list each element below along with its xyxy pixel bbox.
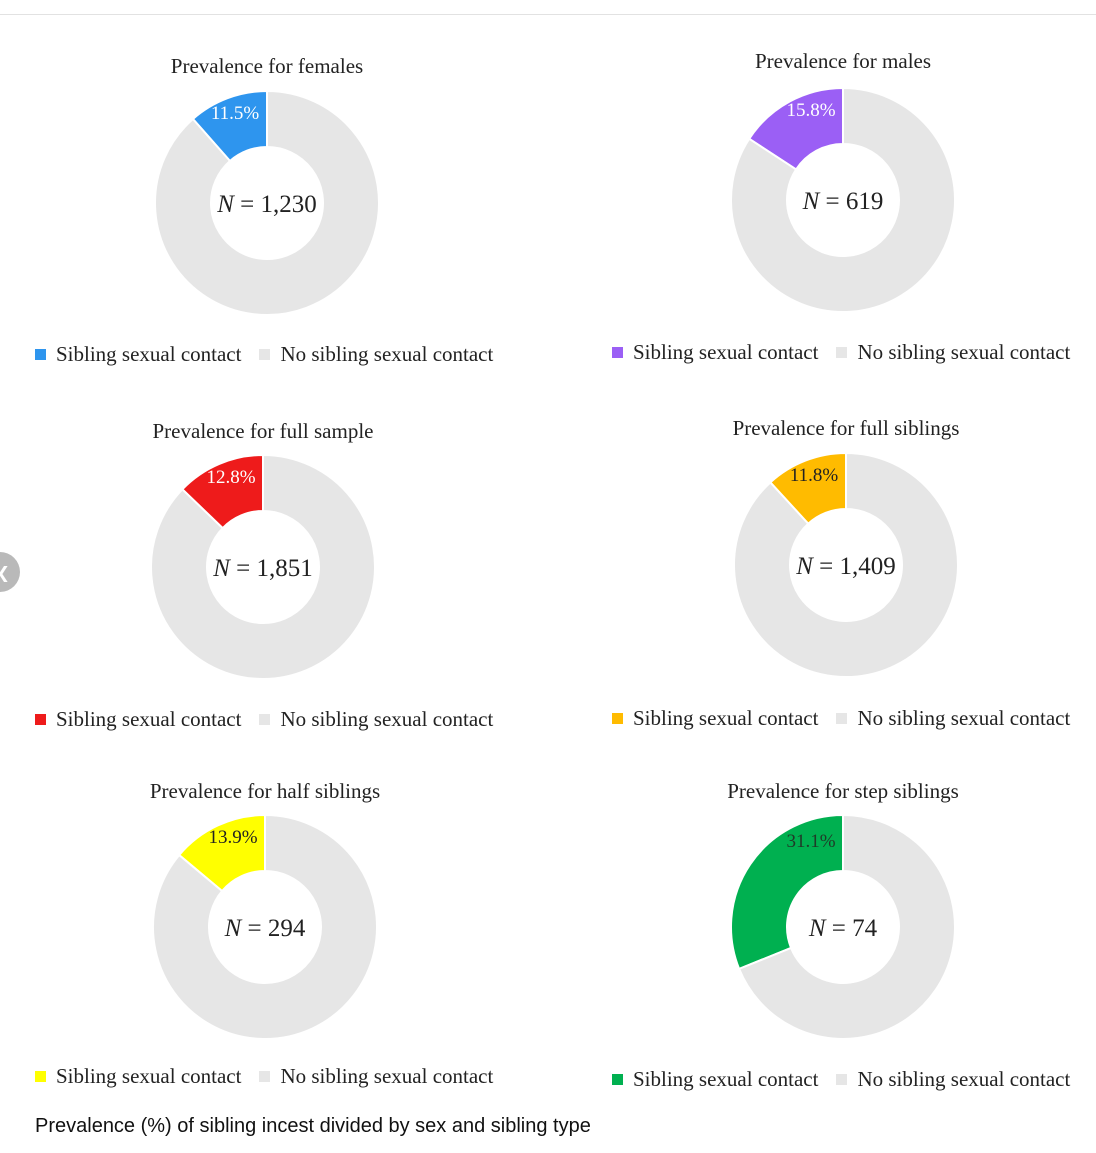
donut-chart: 15.8% N = 619 <box>730 86 956 313</box>
legend-swatch <box>612 347 623 358</box>
legend-item: No sibling sexual contact <box>836 1067 1070 1092</box>
legend-label: No sibling sexual contact <box>280 342 494 366</box>
chart-legend: Sibling sexual contact No sibling sexual … <box>612 340 1088 365</box>
chart-title: Prevalence for females <box>170 54 364 78</box>
legend-item: No sibling sexual contact <box>259 342 493 367</box>
legend-item: Sibling sexual contact <box>35 1064 241 1089</box>
donut-chart-panel: Prevalence for full siblings 11.8% N = 1,4… <box>612 410 1096 760</box>
donut-chart: 11.8% N = 1,409 <box>733 451 959 678</box>
legend-label: Sibling sexual contact <box>56 342 242 366</box>
chart-legend: Sibling sexual contact No sibling sexual … <box>612 706 1088 731</box>
legend-label: No sibling sexual contact <box>280 707 494 731</box>
legend-swatch <box>836 347 848 358</box>
legend-swatch <box>35 1071 46 1082</box>
chart-title: Prevalence for step siblings <box>727 779 959 803</box>
donut-chart-panel: Prevalence for females 11.5% N = 1,230 Sibl… <box>35 50 555 400</box>
legend-swatch <box>259 714 271 725</box>
legend-swatch <box>259 1071 271 1082</box>
legend-label: Sibling sexual contact <box>633 340 819 364</box>
legend-item: Sibling sexual contact <box>612 706 818 731</box>
sample-size-label: N = 1,230 <box>216 191 317 218</box>
legend-label: Sibling sexual contact <box>56 707 242 731</box>
sample-size-label: N = 74 <box>808 915 878 942</box>
donut-chart-panel: Prevalence for step siblings 31.1% N = 74 S… <box>612 775 1096 1125</box>
legend-swatch <box>612 713 623 724</box>
slice-data-label: 11.8% <box>790 465 839 486</box>
chart-title: Prevalence for half siblings <box>149 779 381 803</box>
slice-no-sibling-contact <box>737 813 956 1040</box>
legend-item: No sibling sexual contact <box>836 340 1070 365</box>
legend-label: No sibling sexual contact <box>857 1067 1071 1091</box>
slice-no-sibling-contact <box>150 453 376 680</box>
figure-caption: Prevalence (%) of sibling incest divided… <box>35 1115 591 1137</box>
donut-chart-panel: Prevalence for full sample 12.8% N = 1,851… <box>35 415 555 765</box>
legend-swatch <box>836 1074 848 1085</box>
legend-label: Sibling sexual contact <box>633 1067 819 1091</box>
donut-chart: 13.9% N = 294 <box>152 813 378 1040</box>
chart-legend: Sibling sexual contact No sibling sexual … <box>35 1064 511 1089</box>
donut-chart: 12.8% N = 1,851 <box>150 453 376 680</box>
sample-size-label: N = 619 <box>802 188 884 215</box>
legend-item: No sibling sexual contact <box>259 1064 493 1089</box>
legend-label: No sibling sexual contact <box>857 340 1071 364</box>
top-divider <box>0 14 1096 15</box>
legend-item: No sibling sexual contact <box>259 707 493 732</box>
legend-item: Sibling sexual contact <box>612 1067 818 1092</box>
slice-data-label: 31.1% <box>786 831 835 852</box>
legend-swatch <box>612 1074 623 1085</box>
chart-title: Prevalence for full sample <box>152 419 374 443</box>
legend-swatch <box>259 349 271 360</box>
legend-item: Sibling sexual contact <box>612 340 818 365</box>
slice-no-sibling-contact <box>154 89 380 316</box>
chart-title: Prevalence for full siblings <box>732 416 960 440</box>
chevron-left-icon[interactable]: ❮ <box>0 552 20 592</box>
sample-size-label: N = 1,409 <box>795 553 896 580</box>
slice-no-sibling-contact <box>733 451 959 678</box>
legend-label: Sibling sexual contact <box>56 1064 242 1088</box>
slice-data-label: 12.8% <box>206 467 255 488</box>
legend-item: Sibling sexual contact <box>35 342 241 367</box>
slice-data-label: 11.5% <box>211 103 260 124</box>
sample-size-label: N = 1,851 <box>212 555 313 582</box>
legend-swatch <box>836 713 848 724</box>
legend-item: Sibling sexual contact <box>35 707 241 732</box>
legend-item: No sibling sexual contact <box>836 706 1070 731</box>
donut-chart: 11.5% N = 1,230 <box>154 89 380 316</box>
sample-size-label: N = 294 <box>224 915 306 942</box>
chart-title: Prevalence for males <box>754 49 932 73</box>
slice-data-label: 15.8% <box>786 100 835 121</box>
legend-swatch <box>35 714 46 725</box>
legend-swatch <box>35 349 46 360</box>
slice-data-label: 13.9% <box>208 827 257 848</box>
chart-legend: Sibling sexual contact No sibling sexual … <box>35 707 511 732</box>
slice-no-sibling-contact <box>152 813 378 1040</box>
slice-sibling-contact <box>730 813 844 971</box>
legend-label: No sibling sexual contact <box>857 706 1071 730</box>
donut-chart-panel: Prevalence for half siblings 13.9% N = 294… <box>35 775 555 1125</box>
chart-legend: Sibling sexual contact No sibling sexual … <box>35 342 511 367</box>
legend-label: No sibling sexual contact <box>280 1064 494 1088</box>
legend-label: Sibling sexual contact <box>633 706 819 730</box>
donut-chart-panel: Prevalence for males 15.8% N = 619 Sibling … <box>612 45 1096 395</box>
donut-chart: 31.1% N = 74 <box>730 813 956 1040</box>
slice-no-sibling-contact <box>730 86 956 313</box>
chart-legend: Sibling sexual contact No sibling sexual … <box>612 1067 1088 1092</box>
